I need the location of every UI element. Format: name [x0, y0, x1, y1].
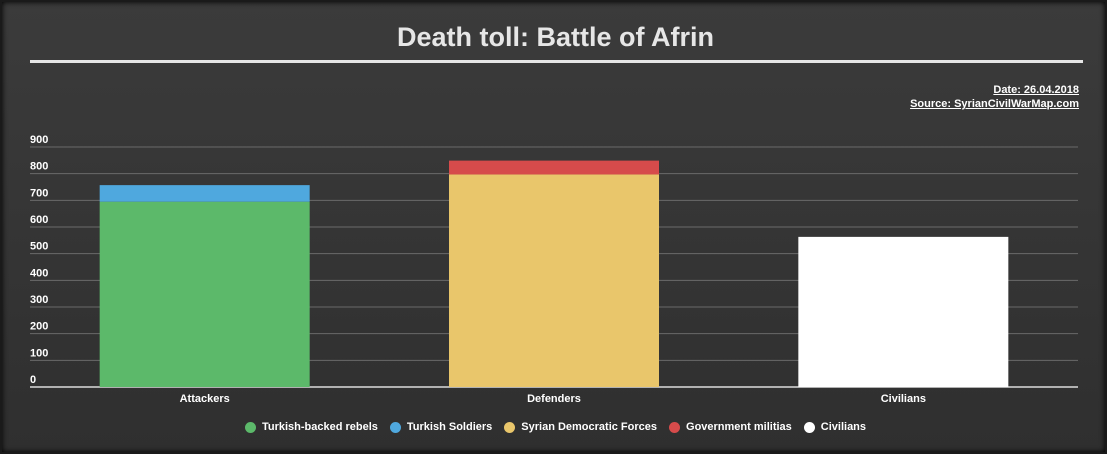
legend-label: Turkish Soldiers	[406, 421, 493, 433]
category-label: Defenders	[527, 393, 581, 405]
legend-swatch	[389, 421, 401, 433]
y-tick-label: 100	[30, 347, 48, 359]
legend-swatch	[669, 421, 681, 433]
legend-swatch	[803, 421, 815, 433]
bar-segment	[449, 160, 659, 175]
y-tick-label: 400	[30, 267, 48, 279]
y-tick-label: 900	[30, 134, 48, 146]
y-tick-label: 700	[30, 187, 48, 199]
legend-label: Government militias	[686, 421, 792, 433]
legend-swatch	[504, 421, 516, 433]
y-tick-label: 600	[30, 214, 48, 226]
bar-segment	[449, 174, 659, 387]
title-divider	[30, 60, 1083, 63]
legend-label: Syrian Democratic Forces	[521, 421, 658, 433]
chart-title: Death toll: Battle of Afrin	[397, 22, 714, 52]
category-label: Attackers	[180, 393, 230, 405]
legend-item: Syrian Democratic Forces	[504, 421, 657, 433]
legend: Turkish-backed rebels Turkish Soldiers Syr…	[2, 421, 1107, 433]
legend-item: Government militias	[669, 421, 792, 433]
y-tick-label: 800	[30, 161, 48, 173]
y-tick-label: 200	[30, 321, 48, 333]
bar-segment	[798, 236, 1009, 387]
source-note: Source: SyrianCivilWarMap.com	[910, 98, 1079, 110]
date-note: Date: 26.04.2018	[993, 84, 1079, 96]
legend-item: Turkish Soldiers	[389, 421, 493, 433]
legend-label: Civilians	[820, 421, 867, 433]
category-label: Civilians	[881, 393, 926, 405]
legend-item: Turkish-backed rebels	[244, 421, 378, 433]
legend-item: Civilians	[803, 421, 867, 433]
y-tick-label: 300	[30, 294, 48, 306]
y-tick-label: 0	[30, 374, 36, 386]
legend-swatch	[244, 421, 256, 433]
y-tick-label: 500	[30, 241, 48, 253]
bar-segment	[99, 185, 310, 202]
bar-segment	[99, 201, 310, 387]
legend-label: Turkish-backed rebels	[261, 421, 378, 433]
